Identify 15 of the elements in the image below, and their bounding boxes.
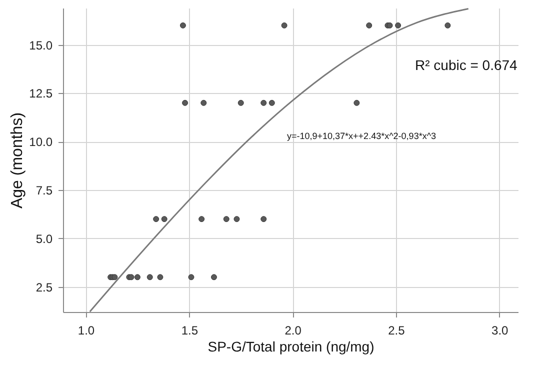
x-tick-label: 2.5 bbox=[388, 324, 406, 338]
y-tick-label: 12.5 bbox=[29, 86, 53, 101]
x-tick-label: 1.5 bbox=[181, 324, 198, 338]
y-tick-label: 2.5 bbox=[36, 280, 53, 294]
x-tick-label: 2.0 bbox=[284, 324, 302, 338]
y-tick-label: 15.0 bbox=[29, 38, 53, 52]
x-tick-label: 1.0 bbox=[78, 324, 95, 338]
annotation: R² cubic = 0.674 bbox=[415, 57, 518, 73]
x-axis-title: SP-G/Total protein (ng/mg) bbox=[208, 338, 374, 354]
annotation: y=-10,9+10,37*x++2.43*x^2-0,93*x^3 bbox=[287, 131, 436, 141]
y-tick-label: 10.0 bbox=[29, 135, 53, 150]
x-tick-label: 3.0 bbox=[492, 324, 509, 338]
y-tick-label: 7.5 bbox=[36, 184, 53, 198]
y-tick-label: 5.0 bbox=[36, 232, 53, 246]
y-axis-title: Age (months) bbox=[9, 112, 26, 209]
